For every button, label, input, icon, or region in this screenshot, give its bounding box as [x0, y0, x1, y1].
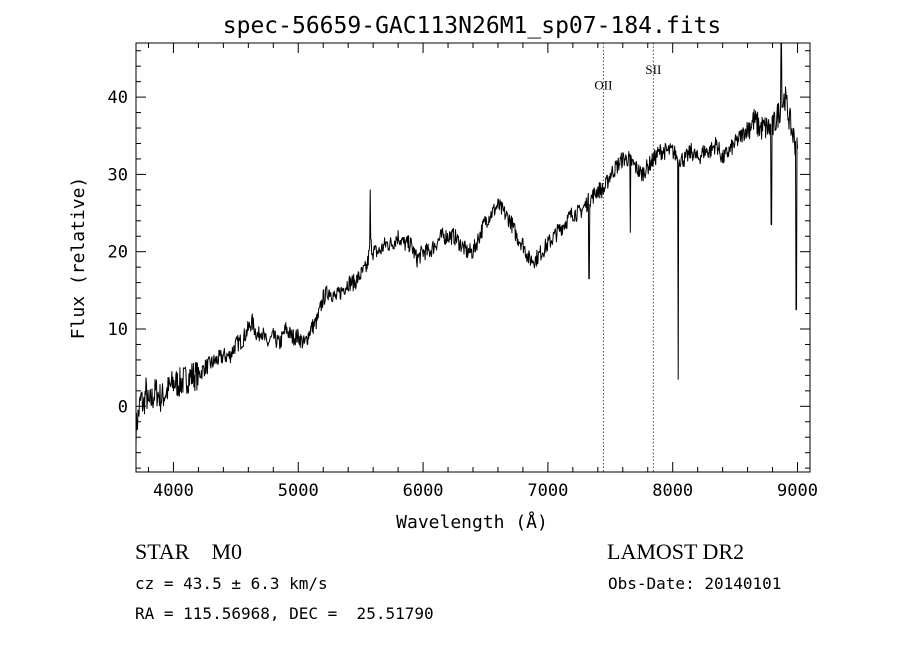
spectrum-series-line — [135, 42, 798, 445]
y-tick-label: 0 — [118, 397, 128, 417]
x-tick-label: 9000 — [777, 481, 818, 501]
x-tick-label: 4000 — [153, 481, 194, 501]
y-axis-ticks: 0 10 20 30 40 — [108, 50, 810, 469]
y-axis-label: Flux (relative) — [68, 177, 89, 340]
y-tick-label: 20 — [108, 243, 128, 263]
survey-name: LAMOST DR2 — [607, 539, 745, 564]
observation-date: Obs-Date: 20140101 — [608, 574, 782, 593]
object-class: STAR M0 — [135, 539, 243, 564]
chart-title: spec-56659-GAC113N26M1_sp07-184.fits — [223, 13, 722, 39]
redshift-velocity: cz = 43.5 ± 6.3 km/s — [135, 574, 328, 593]
x-tick-label: 7000 — [527, 481, 568, 501]
x-axis-ticks: 4000 5000 6000 7000 8000 9000 — [147, 43, 818, 501]
y-tick-label: 40 — [108, 88, 128, 108]
marker-label: OII — [594, 77, 612, 92]
y-tick-label: 10 — [108, 320, 128, 340]
y-tick-label: 30 — [108, 165, 128, 185]
x-tick-label: 5000 — [278, 481, 319, 501]
marker-label: SII — [645, 62, 661, 77]
x-axis-label: Wavelength (Å) — [396, 511, 548, 533]
coordinates: RA = 115.56968, DEC = 25.51790 — [135, 604, 434, 623]
x-tick-label: 8000 — [652, 481, 693, 501]
x-tick-label: 6000 — [403, 481, 444, 501]
line-markers: OII SII — [594, 43, 661, 472]
